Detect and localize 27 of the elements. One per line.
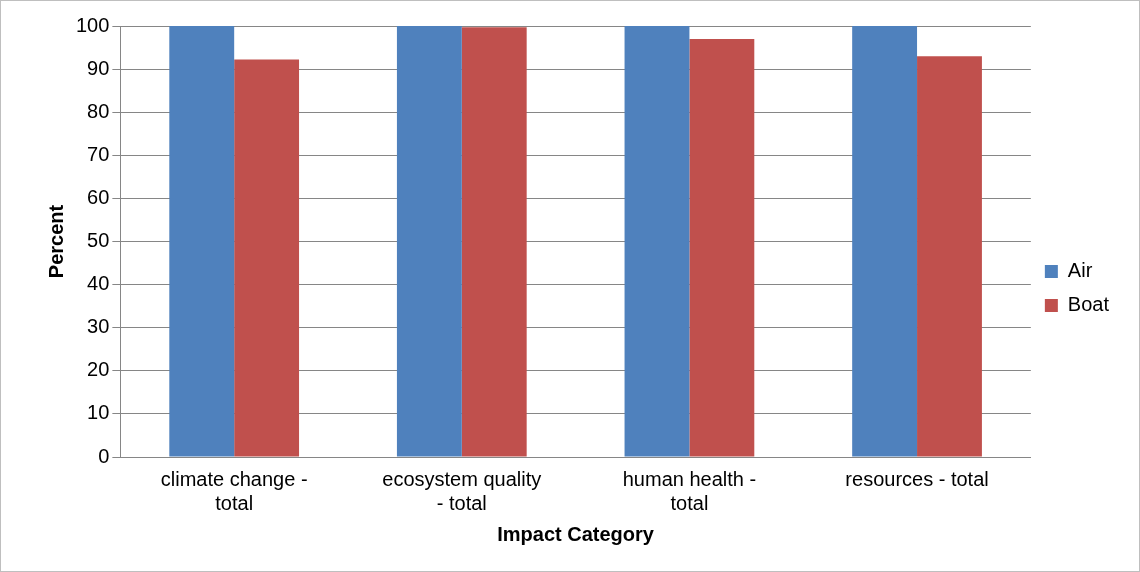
bar (461, 27, 527, 457)
x-tick-label: human health - total (622, 467, 757, 514)
x-tick-label: ecosystem quality - total (382, 467, 542, 514)
bar (234, 59, 300, 457)
x-axis-title: Impact Category (497, 522, 655, 545)
bar (169, 26, 235, 457)
y-tick-label: 20 (87, 358, 110, 381)
bar (852, 26, 918, 457)
y-tick-label: 30 (87, 315, 110, 338)
y-tick-label: 40 (87, 272, 110, 295)
bar (624, 26, 690, 457)
y-tick-label: 60 (87, 185, 110, 208)
bar (396, 26, 462, 457)
y-tick-label: 100 (75, 13, 110, 36)
x-tick-label: resources - total (845, 467, 989, 490)
y-axis-title: Percent (44, 204, 67, 279)
bar (917, 56, 982, 457)
y-tick-label: 90 (87, 56, 110, 79)
legend-label: Air (1067, 259, 1093, 282)
legend-label: Boat (1067, 293, 1110, 316)
y-tick-label: 10 (87, 401, 110, 424)
y-tick-label: 70 (87, 142, 110, 165)
x-tick-label: climate change - total (160, 467, 308, 514)
y-tick-label: 80 (87, 99, 110, 122)
y-tick-label: 50 (87, 229, 110, 252)
y-tick-label: 0 (98, 444, 110, 467)
bar (689, 38, 755, 457)
